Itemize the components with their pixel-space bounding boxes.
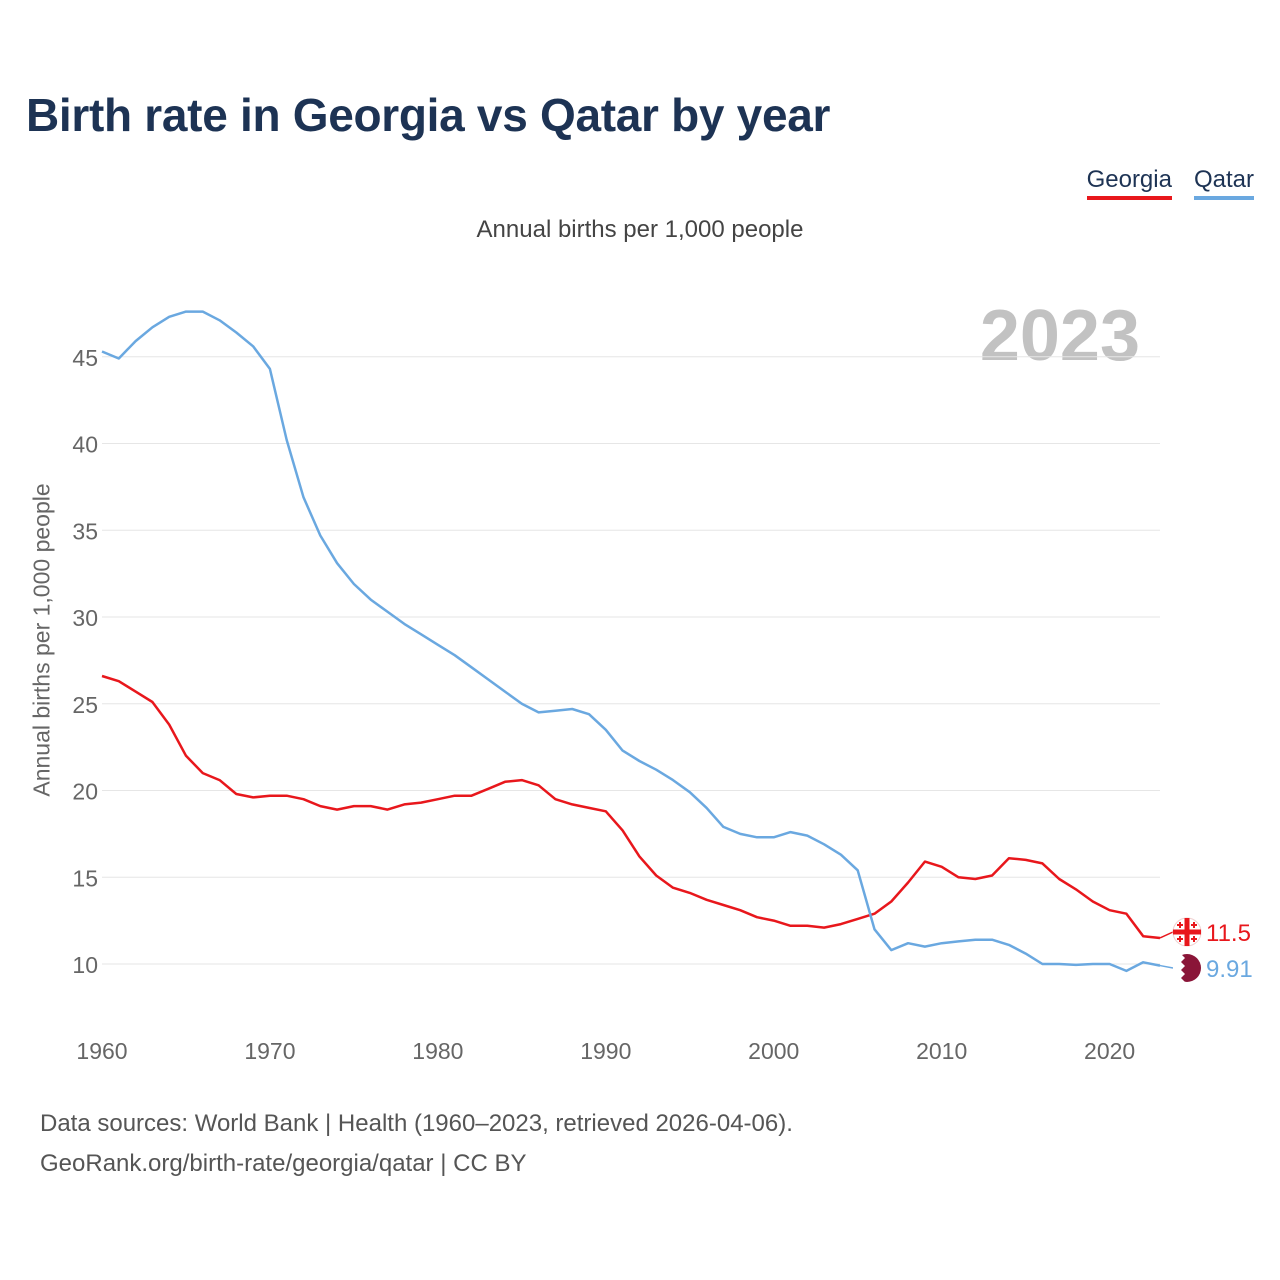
x-tick-label: 1960: [76, 1038, 127, 1064]
series-line-qatar: [101, 310, 1161, 973]
leader-qatar: [1159, 964, 1174, 969]
legend: Georgia Qatar: [1086, 166, 1254, 200]
series-line-georgia: [101, 674, 1161, 940]
x-tick-label: 2010: [916, 1038, 967, 1064]
footer-sources: Data sources: World Bank | Health (1960–…: [40, 1110, 793, 1137]
x-tick-label: 1980: [412, 1038, 463, 1064]
flag-georgia-icon: [1172, 917, 1202, 947]
y-tick-label: 30: [72, 605, 98, 631]
footer-credit: GeoRank.org/birth-rate/georgia/qatar | C…: [40, 1150, 527, 1177]
legend-item-georgia[interactable]: Georgia: [1086, 166, 1172, 200]
end-value-label-georgia: 11.5: [1206, 920, 1251, 947]
legend-item-qatar[interactable]: Qatar: [1193, 166, 1254, 200]
y-tick-label: 45: [72, 345, 98, 371]
x-tick-label: 2000: [748, 1038, 799, 1064]
chart-title: Birth rate in Georgia vs Qatar by year: [26, 89, 831, 141]
x-tick-label: 1990: [580, 1038, 631, 1064]
y-tick-label: 15: [72, 865, 98, 891]
y-tick-label: 10: [72, 952, 98, 978]
year-watermark: 2023: [980, 296, 1140, 376]
flag-qatar-icon: [1173, 954, 1201, 982]
y-tick-label: 20: [72, 779, 98, 805]
x-tick-label: 1970: [244, 1038, 295, 1064]
end-value-label-qatar: 9.91: [1206, 956, 1253, 983]
chart-subtitle: Annual births per 1,000 people: [476, 216, 804, 243]
y-tick-label: 25: [72, 692, 98, 718]
footer: Data sources: World Bank | Health (1960–…: [40, 1104, 793, 1184]
leader-georgia: [1159, 931, 1174, 939]
x-tick-label: 2020: [1084, 1038, 1135, 1064]
y-tick-label: 35: [72, 518, 98, 544]
y-tick-label: 40: [72, 432, 98, 458]
